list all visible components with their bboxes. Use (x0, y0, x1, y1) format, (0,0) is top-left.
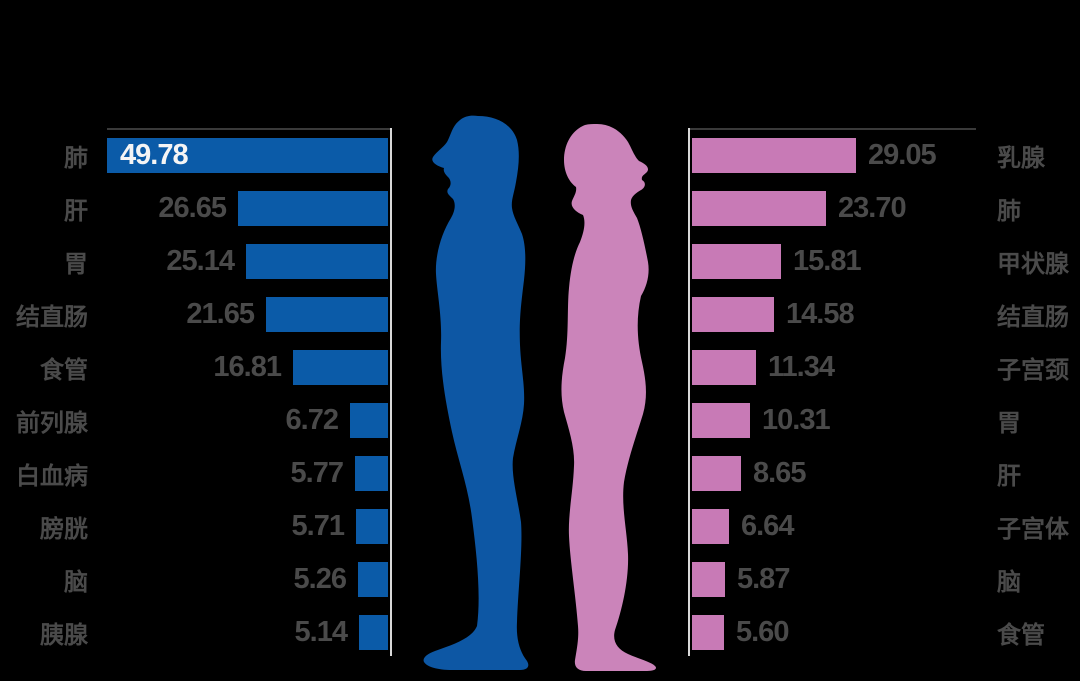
male-bar-脑 (358, 562, 388, 597)
male-category-label: 胰腺 (40, 622, 88, 649)
female-bar-脑 (692, 562, 725, 597)
male-category-label: 脑 (64, 569, 88, 596)
female-value-label: 8.65 (753, 457, 806, 489)
male-bar-前列腺 (350, 403, 388, 438)
male-value-label: 26.65 (158, 192, 227, 224)
male-chart-baseline (390, 128, 392, 656)
male-value-label: 5.14 (294, 616, 348, 648)
male-value-label: 6.72 (285, 404, 339, 436)
female-silhouette-icon (561, 124, 657, 671)
male-category-label: 胃 (64, 251, 88, 278)
female-bar-肝 (692, 456, 741, 491)
female-value-label: 11.34 (768, 351, 835, 383)
female-category-label: 食管 (997, 622, 1045, 649)
male-category-label: 食管 (40, 357, 88, 384)
female-category-label: 脑 (997, 569, 1021, 596)
female-bar-子宫体 (692, 509, 729, 544)
female-category-label: 肺 (997, 198, 1021, 225)
female-value-label: 23.70 (838, 192, 907, 224)
male-bar-食管 (293, 350, 388, 385)
female-bar-子宫颈 (692, 350, 756, 385)
male-value-label: 25.14 (166, 245, 235, 277)
male-bar-结直肠 (266, 297, 388, 332)
female-value-label: 5.60 (736, 616, 789, 648)
male-category-label: 白血病 (16, 463, 88, 490)
female-value-label: 15.81 (793, 245, 862, 277)
male-bar-肝 (238, 191, 388, 226)
male-category-label: 肝 (64, 198, 88, 225)
male-category-label: 肺 (64, 145, 88, 172)
female-category-label: 乳腺 (997, 145, 1045, 172)
female-value-label: 6.64 (741, 510, 794, 542)
female-chart-top-axis-line (690, 128, 976, 130)
female-bar-肺 (692, 191, 826, 226)
female-bar-甲状腺 (692, 244, 781, 279)
female-bar-结直肠 (692, 297, 774, 332)
male-bar-胰腺 (359, 615, 388, 650)
female-chart-baseline (688, 128, 690, 656)
male-value-label: 49.78 (120, 139, 189, 171)
male-value-label: 5.26 (293, 563, 347, 595)
male-category-label: 结直肠 (16, 304, 88, 331)
female-category-label: 甲状腺 (997, 251, 1069, 278)
male-bar-白血病 (355, 456, 388, 491)
female-bar-食管 (692, 615, 724, 650)
male-category-label: 膀胱 (40, 516, 88, 543)
male-chart-top-axis-line (107, 128, 390, 130)
female-value-label: 10.31 (762, 404, 831, 436)
male-value-label: 5.77 (290, 457, 344, 489)
female-category-label: 子宫颈 (997, 357, 1069, 384)
male-bar-胃 (246, 244, 388, 279)
male-value-label: 5.71 (291, 510, 345, 542)
female-value-label: 14.58 (786, 298, 855, 330)
female-category-label: 胃 (997, 410, 1021, 437)
female-category-label: 肝 (997, 463, 1021, 490)
female-value-label: 5.87 (737, 563, 790, 595)
female-category-label: 结直肠 (997, 304, 1069, 331)
male-silhouette-icon (423, 115, 529, 670)
female-value-label: 29.05 (868, 139, 937, 171)
female-bar-胃 (692, 403, 750, 438)
male-value-label: 16.81 (213, 351, 282, 383)
female-category-label: 子宫体 (997, 516, 1069, 543)
female-bar-乳腺 (692, 138, 856, 173)
male-bar-膀胱 (356, 509, 388, 544)
male-category-label: 前列腺 (16, 410, 88, 437)
male-bar-肺 (107, 138, 388, 173)
male-value-label: 21.65 (186, 298, 255, 330)
